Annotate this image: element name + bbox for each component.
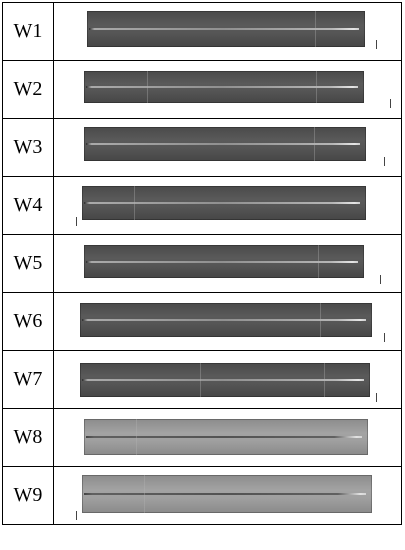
weld-radiograph-table: W1 W2 W3 — [2, 2, 402, 525]
radiograph-cell — [53, 408, 402, 467]
scale-mark — [384, 333, 385, 342]
weld-strip-image — [82, 475, 372, 513]
radiograph-cell — [53, 234, 402, 293]
weld-strip-image — [84, 419, 368, 455]
specimen-label: W3 — [2, 118, 54, 177]
weld-seam-line — [84, 202, 360, 204]
film-overlap-line — [324, 363, 325, 397]
film-overlap-line — [314, 127, 315, 161]
radiograph-cell — [53, 350, 402, 409]
film-overlap-line — [318, 245, 319, 278]
weld-seam-line — [89, 28, 359, 30]
weld-seam-line — [86, 260, 358, 263]
film-overlap-line — [200, 363, 201, 397]
radiograph-cell — [53, 466, 402, 525]
weld-seam-line — [86, 436, 362, 438]
table-row: W1 — [2, 2, 402, 61]
specimen-label: W9 — [2, 466, 54, 525]
weld-seam-line — [82, 379, 364, 381]
weld-strip-image — [84, 127, 366, 161]
table-row: W6 — [2, 292, 402, 351]
table-row: W3 — [2, 118, 402, 177]
specimen-label: W4 — [2, 176, 54, 235]
radiograph-cell — [53, 292, 402, 351]
specimen-label: W8 — [2, 408, 54, 467]
radiograph-cell — [53, 118, 402, 177]
weld-seam-line — [86, 86, 358, 88]
specimen-label: W5 — [2, 234, 54, 293]
table-row: W8 — [2, 408, 402, 467]
film-overlap-line — [315, 11, 316, 47]
film-overlap-line — [316, 71, 317, 103]
weld-seam-line — [84, 493, 366, 495]
weld-strip-image — [82, 186, 366, 220]
specimen-label: W7 — [2, 350, 54, 409]
radiograph-cell — [53, 176, 402, 235]
table-row: W4 — [2, 176, 402, 235]
scale-mark — [376, 40, 377, 49]
film-overlap-line — [147, 71, 148, 103]
scale-mark — [76, 217, 77, 226]
scale-mark — [390, 99, 391, 108]
scale-mark — [376, 393, 377, 402]
table-row: W5 — [2, 234, 402, 293]
scale-mark — [76, 511, 77, 520]
weld-strip-image — [80, 303, 372, 337]
weld-strip-image — [80, 363, 370, 397]
weld-strip-image — [84, 245, 364, 278]
specimen-label: W2 — [2, 60, 54, 119]
radiograph-cell — [53, 60, 402, 119]
weld-strip-image — [87, 11, 365, 47]
weld-strip-image — [84, 71, 364, 103]
film-overlap-line — [320, 303, 321, 337]
table-row: W7 — [2, 350, 402, 409]
film-overlap-line — [144, 475, 145, 513]
specimen-label: W1 — [2, 2, 54, 61]
table-row: W9 — [2, 466, 402, 525]
weld-seam-line — [82, 319, 366, 321]
weld-seam-line — [86, 143, 360, 145]
film-overlap-line — [134, 186, 135, 220]
scale-mark — [380, 275, 381, 284]
table-row: W2 — [2, 60, 402, 119]
radiograph-cell — [53, 2, 402, 61]
film-overlap-line — [136, 419, 137, 455]
specimen-label: W6 — [2, 292, 54, 351]
scale-mark — [384, 157, 385, 166]
